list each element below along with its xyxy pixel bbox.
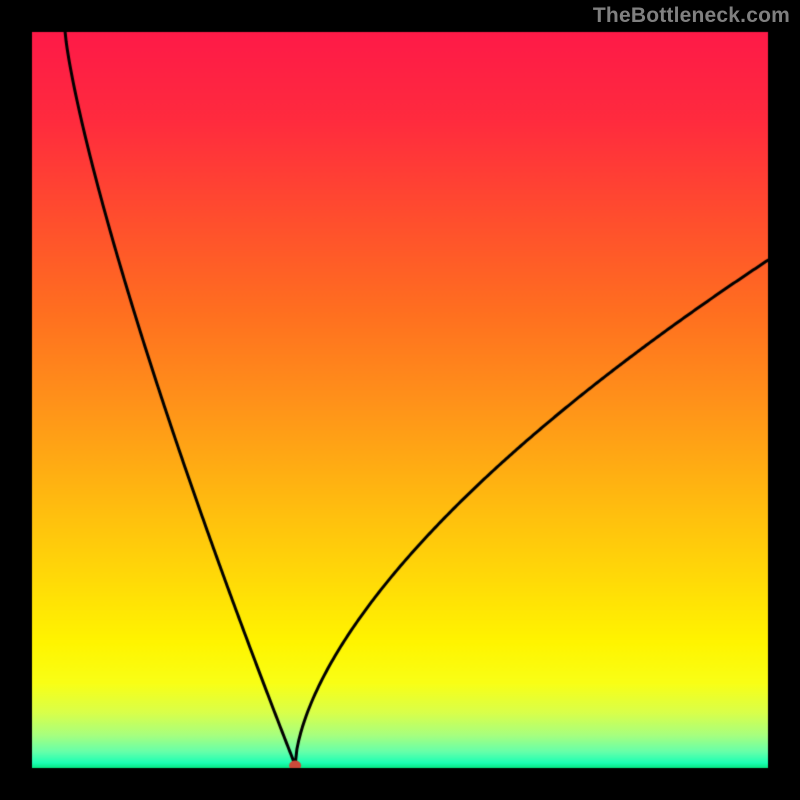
watermark-text: TheBottleneck.com xyxy=(593,4,790,28)
chart-stage: TheBottleneck.com xyxy=(0,0,800,800)
bottleneck-chart-canvas xyxy=(0,0,800,800)
